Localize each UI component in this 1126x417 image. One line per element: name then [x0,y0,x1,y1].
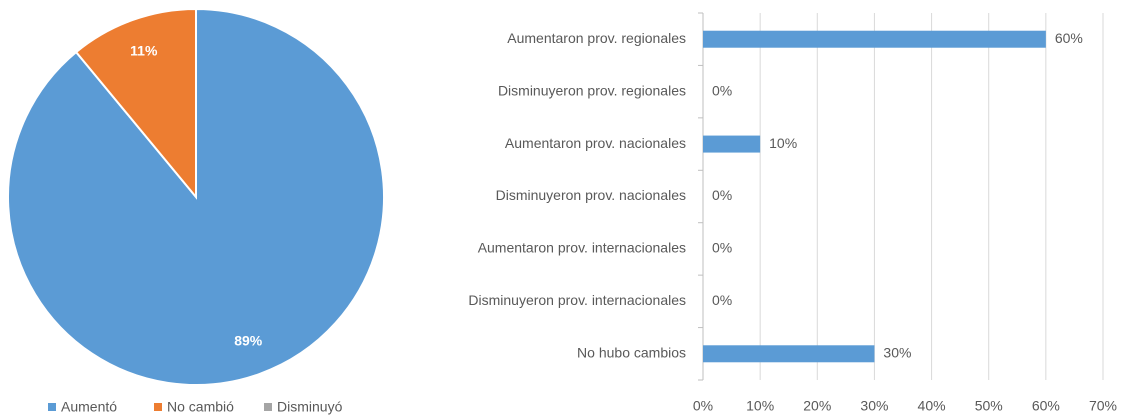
x-tick-label: 70% [1089,398,1117,414]
x-tick-label: 50% [975,398,1003,414]
y-tick-label: Aumentaron prov. internacionales [478,240,686,256]
y-tick-label: Aumentaron prov. nacionales [505,135,686,151]
x-tick-label: 30% [860,398,888,414]
x-tick-label: 10% [746,398,774,414]
legend-label: Disminuyó [277,399,343,415]
x-tick-label: 0% [693,398,713,414]
data-label: 0% [712,292,732,308]
data-label: 0% [712,187,732,203]
pie-slice [74,7,197,200]
data-label: 0% [712,82,732,98]
legend-swatch [264,403,272,411]
data-label: 30% [883,344,911,360]
x-tick-label: 20% [803,398,831,414]
bar [703,30,1046,48]
legend-swatch [48,403,56,411]
legend-label: Aumentó [61,399,117,415]
y-tick-label: Disminuyeron prov. nacionales [496,187,686,203]
data-label: 89% [234,333,263,349]
data-label: 11% [130,43,158,59]
y-tick-label: Disminuyeron prov. regionales [498,82,686,98]
y-tick-label: No hubo cambios [577,344,686,360]
data-label: 10% [769,135,797,151]
data-label: 0% [712,240,732,256]
data-label: 60% [1055,30,1083,46]
y-tick-label: Aumentaron prov. regionales [507,30,686,46]
legend-label: No cambió [167,399,234,415]
bar [703,135,761,153]
bar [703,345,875,363]
y-tick-label: Disminuyeron prov. internacionales [468,292,686,308]
x-tick-label: 40% [918,398,946,414]
x-tick-label: 60% [1032,398,1060,414]
legend-swatch [154,403,162,411]
